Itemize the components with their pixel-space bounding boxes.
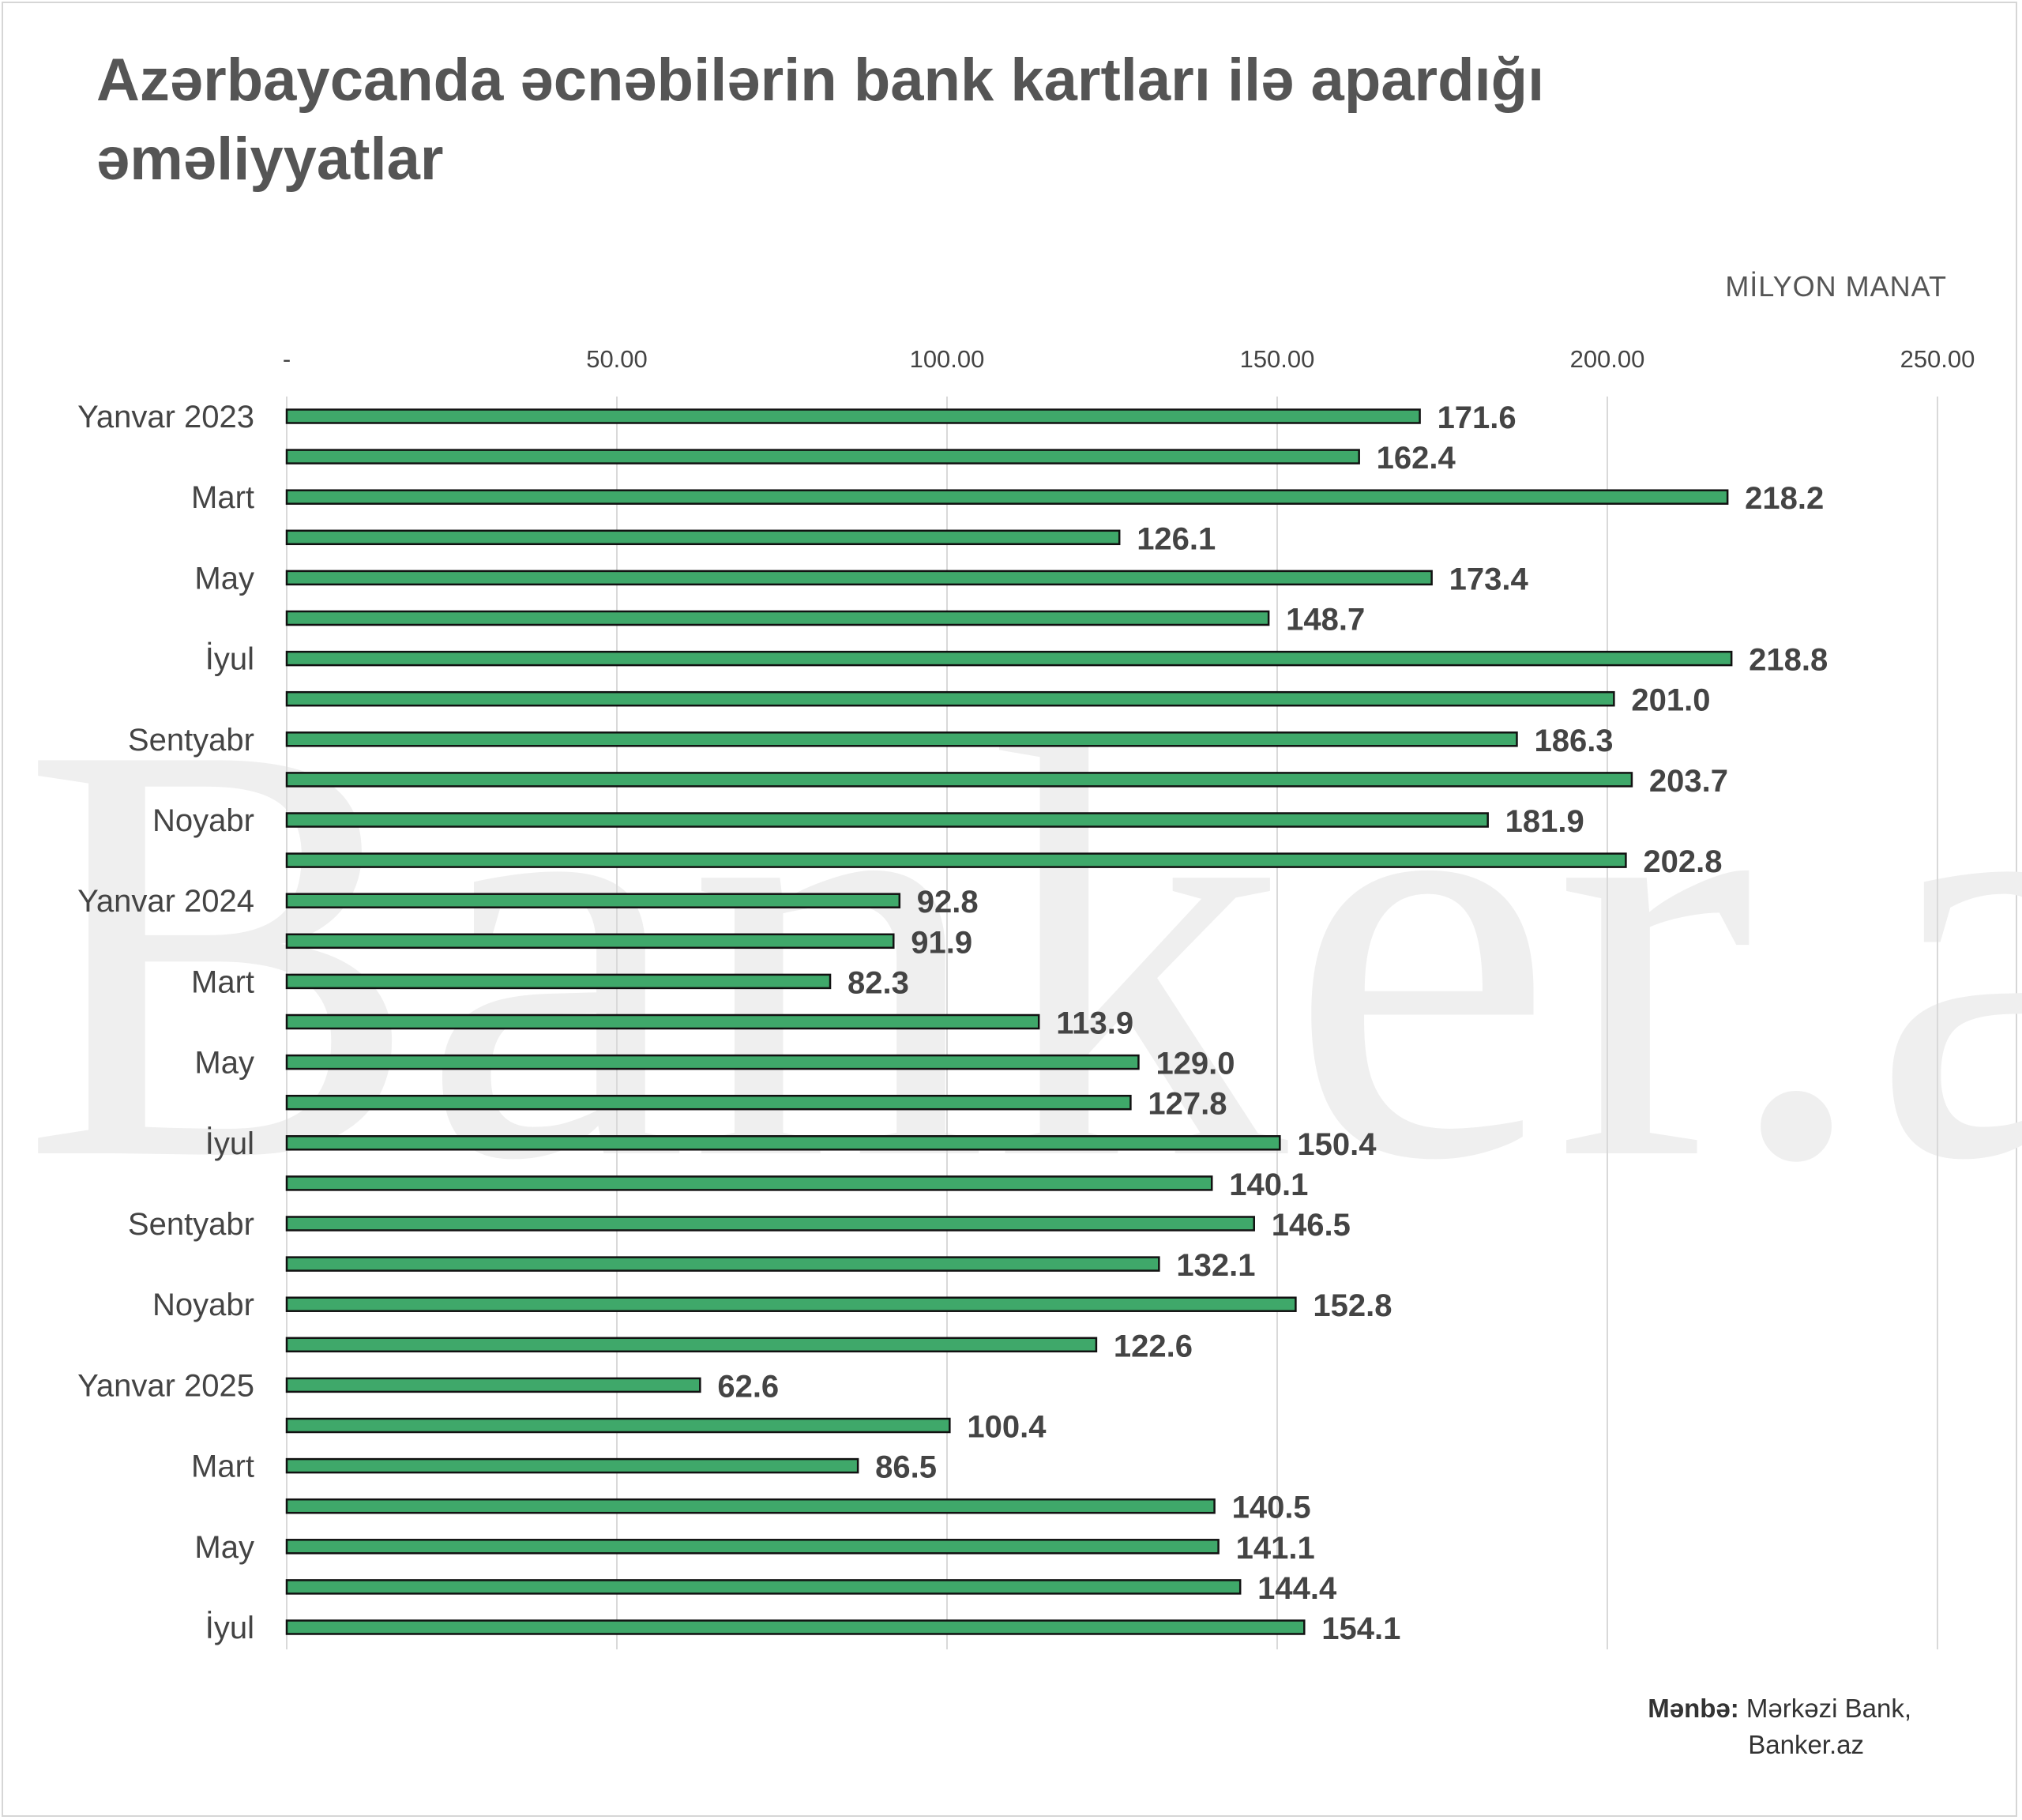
bar: [285, 1417, 951, 1434]
bar: [285, 1175, 1213, 1191]
category-label: İyul: [205, 641, 254, 677]
bar: [285, 1135, 1281, 1151]
data-label: 171.6: [1438, 400, 1516, 435]
bar: [285, 973, 832, 990]
data-label: 92.8: [917, 885, 979, 919]
source-line1: Mərkəzi Bank,: [1746, 1694, 1911, 1723]
data-label: 218.8: [1749, 643, 1828, 678]
data-label: 140.5: [1232, 1491, 1311, 1525]
category-label: İyul: [205, 1126, 254, 1161]
data-label: 100.4: [967, 1410, 1047, 1445]
data-label: 152.8: [1313, 1288, 1392, 1323]
bar: [285, 1377, 701, 1393]
bar: [285, 610, 1270, 626]
data-label: 82.3: [848, 965, 909, 1000]
bar: [285, 772, 1633, 788]
bar: [285, 1539, 1220, 1555]
data-label: 129.0: [1156, 1047, 1235, 1081]
source-label: Mənbə:: [1648, 1694, 1739, 1723]
data-label: 173.4: [1449, 562, 1529, 596]
category-label: Noyabr: [152, 1288, 254, 1322]
category-label: Sentyabr: [128, 1207, 254, 1242]
watermark: Banker.az: [21, 619, 2022, 1284]
bar: [285, 570, 1433, 586]
value-labels: 171.6 162.4 218.2 126.1 173.4 148.7 218.8 201.0…: [717, 400, 1828, 1646]
category-label: May: [194, 561, 254, 596]
bar: [285, 1256, 1160, 1272]
x-tick-label: 50.00: [586, 345, 648, 373]
bar: [285, 812, 1489, 828]
bar: [285, 731, 1518, 747]
category-label: Mart: [191, 480, 254, 515]
data-label: 127.8: [1148, 1087, 1227, 1122]
data-label: 162.4: [1377, 441, 1456, 476]
bar: [285, 489, 1729, 505]
data-label: 86.5: [875, 1450, 937, 1485]
data-label: 202.8: [1643, 844, 1722, 879]
bars: [285, 408, 1733, 1635]
bar: [285, 1013, 1040, 1030]
data-label: 148.7: [1286, 603, 1365, 637]
bar: [285, 1054, 1140, 1070]
data-label: 126.1: [1137, 521, 1216, 556]
bar: [285, 1094, 1132, 1111]
bar: [285, 852, 1627, 868]
category-labels: Yanvar 2023 Mart May İyul Sentyabr Noyabr Yanv…: [77, 400, 254, 1645]
category-label: May: [194, 1046, 254, 1081]
data-label: 181.9: [1505, 804, 1584, 839]
category-label: Sentyabr: [128, 723, 254, 758]
x-tick-label: 200.00: [1570, 345, 1645, 373]
category-label: Noyabr: [152, 803, 254, 838]
bar: [285, 650, 1733, 667]
bar: [285, 1337, 1098, 1353]
unit-label: MİLYON MANAT: [1725, 270, 1947, 303]
data-label: 141.1: [1236, 1531, 1315, 1566]
data-label: 203.7: [1649, 764, 1728, 799]
bar: [285, 1216, 1255, 1232]
bar: [285, 1619, 1306, 1635]
x-tick-label: 100.00: [910, 345, 985, 373]
x-tick-label: -: [283, 345, 291, 373]
category-label: Yanvar 2025: [77, 1368, 254, 1403]
category-label: Yanvar 2023: [77, 400, 254, 434]
bar: [285, 933, 895, 949]
x-tick-label: 150.00: [1240, 345, 1315, 373]
bar: [285, 1296, 1297, 1312]
data-label: 201.0: [1631, 683, 1710, 718]
bar: [285, 690, 1615, 707]
bar: [285, 449, 1360, 464]
data-label: 122.6: [1114, 1329, 1193, 1363]
category-label: İyul: [205, 1610, 254, 1645]
bar: [285, 1498, 1216, 1514]
category-label: Yanvar 2024: [77, 884, 254, 919]
data-label: 150.4: [1297, 1127, 1377, 1162]
category-label: Mart: [191, 1450, 254, 1484]
data-label: 62.6: [717, 1369, 779, 1404]
data-label: 154.1: [1321, 1611, 1400, 1646]
bar: [285, 408, 1421, 424]
data-label: 186.3: [1534, 724, 1613, 758]
data-label: 113.9: [1056, 1006, 1133, 1041]
data-label: 91.9: [911, 925, 972, 960]
data-label: 146.5: [1272, 1208, 1351, 1243]
data-label: 140.1: [1229, 1168, 1308, 1202]
category-label: May: [194, 1530, 254, 1565]
bar: [285, 1457, 859, 1474]
category-label: Mart: [191, 965, 254, 999]
source-note: Mənbə: Mərkəzi Bank, Banker.az: [1438, 1690, 1911, 1763]
chart-title: Azərbaycanda əcnəbilərin bank kartları i…: [96, 47, 1545, 193]
bar: [285, 529, 1121, 546]
bar: [285, 893, 901, 908]
bar: [285, 1579, 1242, 1595]
source-line2: Banker.az: [1748, 1730, 1864, 1759]
data-label: 218.2: [1745, 481, 1824, 516]
data-label: 132.1: [1176, 1248, 1255, 1283]
data-label: 144.4: [1257, 1571, 1337, 1606]
x-axis-ticks: - 50.00 100.00 150.00 200.00 250.00: [283, 345, 1975, 373]
x-tick-label: 250.00: [1900, 345, 1975, 373]
